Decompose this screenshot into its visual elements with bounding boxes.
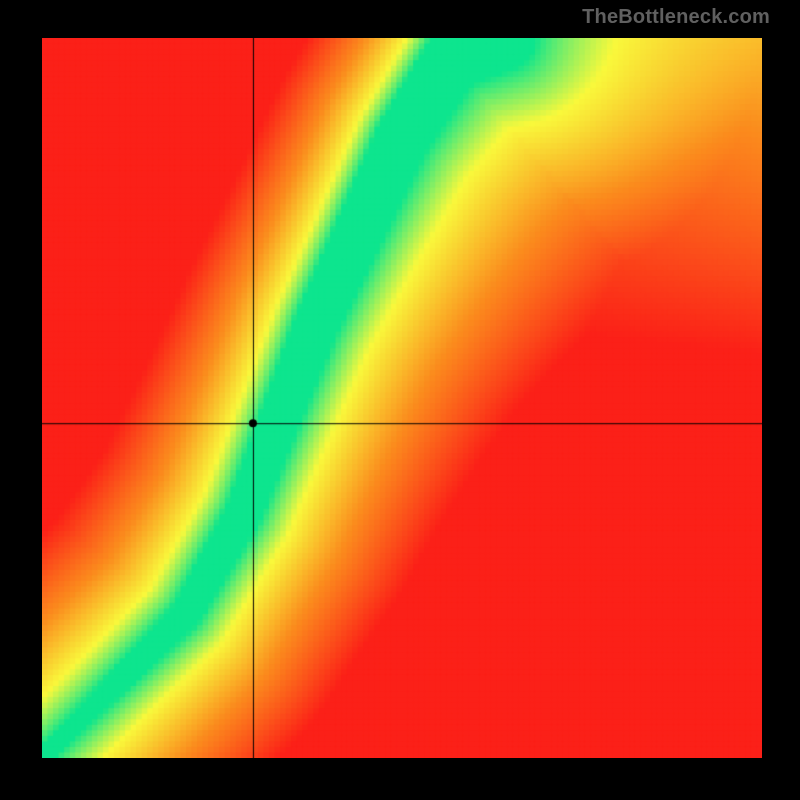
- chart-container: { "watermark": "TheBottleneck.com", "can…: [0, 0, 800, 800]
- heatmap-plot: [42, 38, 762, 758]
- watermark-text: TheBottleneck.com: [582, 6, 770, 29]
